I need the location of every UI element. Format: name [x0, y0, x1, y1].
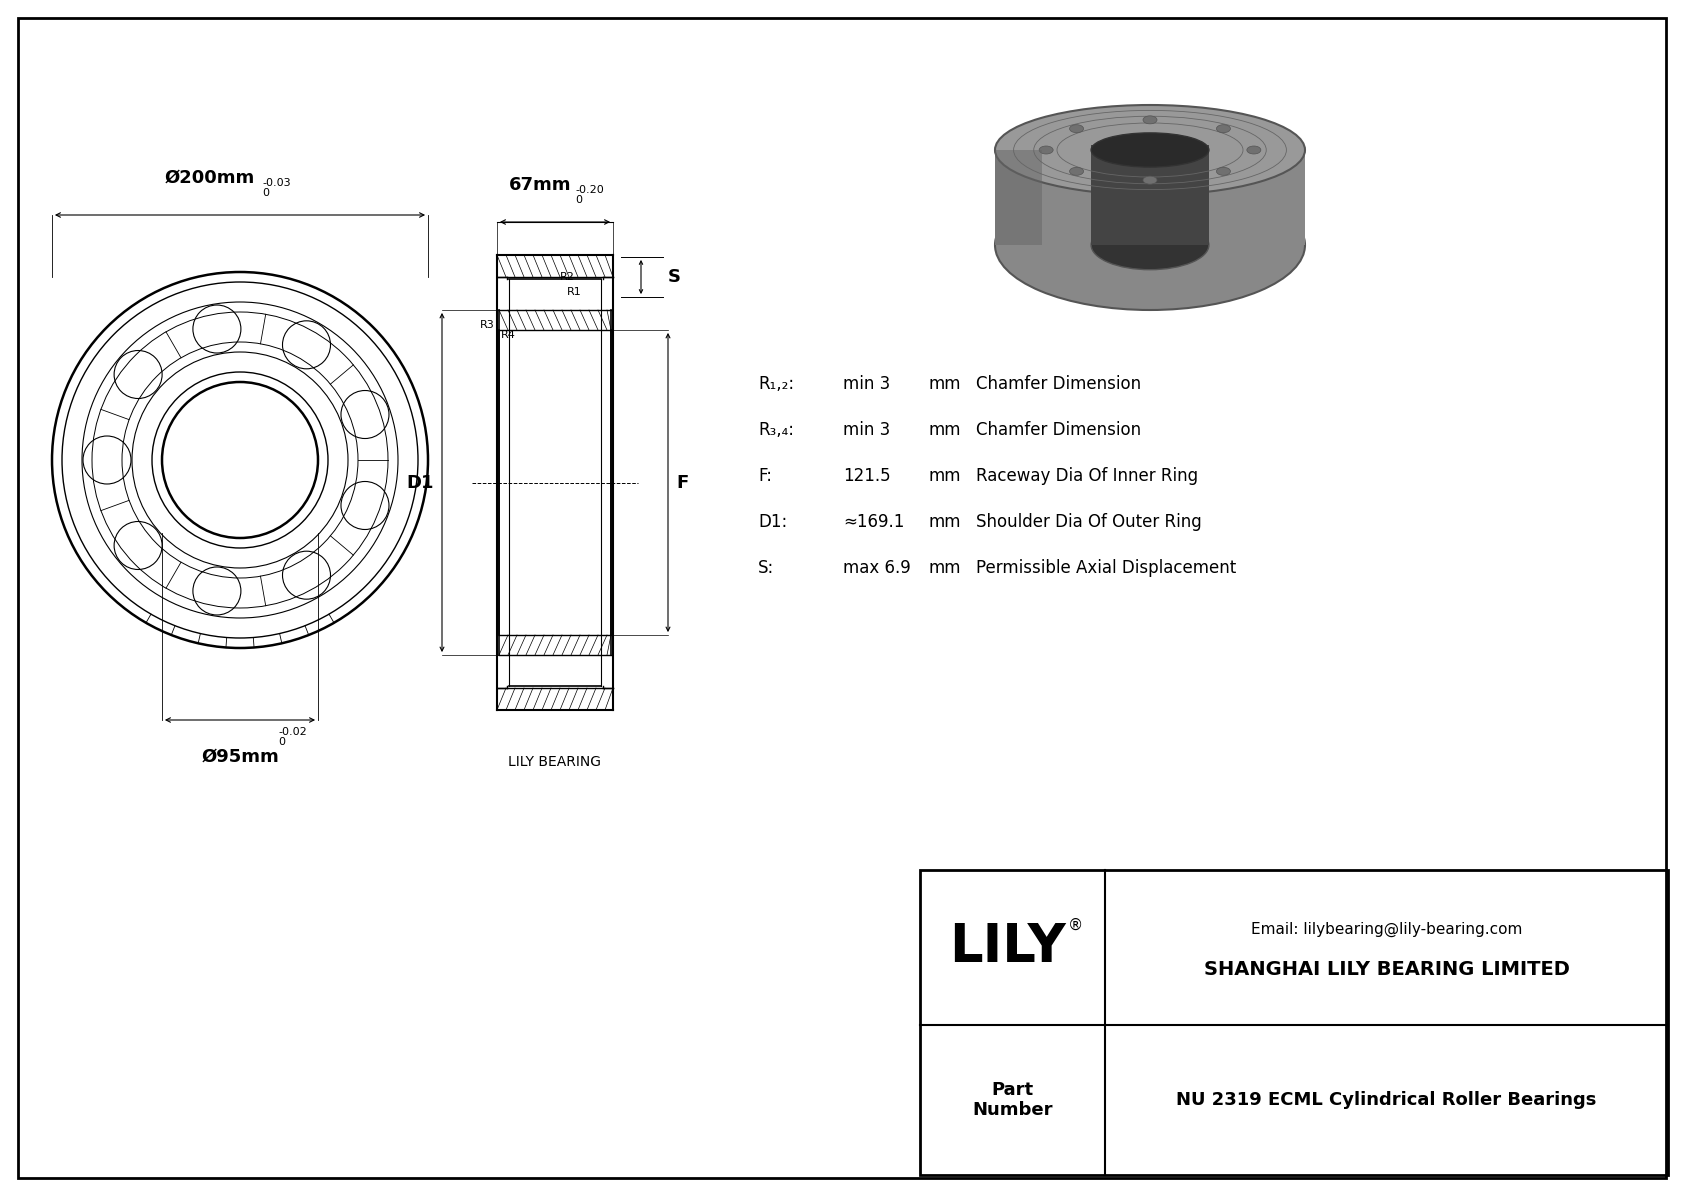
Text: max 6.9: max 6.9 [844, 559, 911, 576]
Text: Part
Number: Part Number [972, 1080, 1052, 1120]
Ellipse shape [1216, 125, 1231, 132]
Polygon shape [995, 150, 1041, 245]
Ellipse shape [1091, 220, 1209, 269]
Ellipse shape [995, 105, 1305, 195]
Text: R4: R4 [502, 330, 515, 339]
Text: 0: 0 [263, 188, 269, 198]
Text: SHANGHAI LILY BEARING LIMITED: SHANGHAI LILY BEARING LIMITED [1204, 960, 1569, 979]
Text: Email: lilybearing@lily-bearing.com: Email: lilybearing@lily-bearing.com [1251, 922, 1522, 937]
Text: R1: R1 [568, 287, 581, 297]
Text: Permissible Axial Displacement: Permissible Axial Displacement [977, 559, 1236, 576]
Text: mm: mm [928, 467, 960, 485]
Text: min 3: min 3 [844, 420, 891, 439]
Text: mm: mm [928, 375, 960, 393]
Polygon shape [995, 150, 1305, 245]
Text: ®: ® [1068, 918, 1083, 933]
Polygon shape [1091, 145, 1209, 245]
Text: mm: mm [928, 559, 960, 576]
Text: Ø200mm: Ø200mm [165, 169, 254, 187]
Text: D1:: D1: [758, 513, 786, 531]
Text: ≈169.1: ≈169.1 [844, 513, 904, 531]
Text: mm: mm [928, 513, 960, 531]
Text: Chamfer Dimension: Chamfer Dimension [977, 375, 1142, 393]
Ellipse shape [1143, 116, 1157, 124]
Text: Chamfer Dimension: Chamfer Dimension [977, 420, 1142, 439]
Text: 121.5: 121.5 [844, 467, 891, 485]
Ellipse shape [1039, 146, 1052, 154]
Text: Ø95mm: Ø95mm [200, 748, 280, 766]
Ellipse shape [1143, 176, 1157, 185]
Text: R₁,₂:: R₁,₂: [758, 375, 795, 393]
Text: S: S [669, 268, 680, 286]
Ellipse shape [1091, 133, 1209, 167]
Ellipse shape [1069, 167, 1083, 175]
Text: -0.20: -0.20 [574, 185, 605, 195]
Text: NU 2319 ECML Cylindrical Roller Bearings: NU 2319 ECML Cylindrical Roller Bearings [1177, 1091, 1596, 1109]
Text: 0: 0 [574, 195, 583, 205]
Text: LILY: LILY [950, 922, 1066, 973]
Text: -0.03: -0.03 [263, 177, 291, 188]
Text: min 3: min 3 [844, 375, 891, 393]
Text: R3: R3 [480, 320, 495, 330]
Text: Raceway Dia Of Inner Ring: Raceway Dia Of Inner Ring [977, 467, 1197, 485]
Text: Shoulder Dia Of Outer Ring: Shoulder Dia Of Outer Ring [977, 513, 1202, 531]
Ellipse shape [1069, 125, 1083, 132]
Text: F: F [675, 474, 689, 492]
Text: LILY BEARING: LILY BEARING [509, 755, 601, 769]
Ellipse shape [1216, 167, 1231, 175]
Text: 0: 0 [278, 737, 285, 747]
Text: S:: S: [758, 559, 775, 576]
Text: F:: F: [758, 467, 771, 485]
Bar [919, 869, 1667, 1176]
Ellipse shape [995, 180, 1305, 310]
Text: R2: R2 [561, 272, 574, 282]
Ellipse shape [1246, 146, 1261, 154]
Text: D1: D1 [406, 474, 434, 492]
Text: -0.02: -0.02 [278, 727, 306, 737]
Text: R₃,₄:: R₃,₄: [758, 420, 793, 439]
Text: mm: mm [928, 420, 960, 439]
Text: 67mm: 67mm [509, 176, 571, 194]
